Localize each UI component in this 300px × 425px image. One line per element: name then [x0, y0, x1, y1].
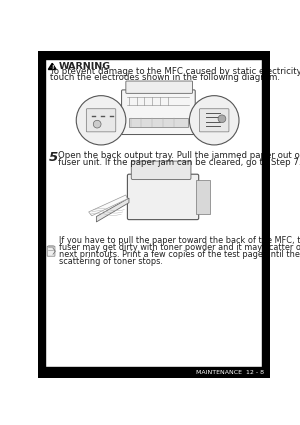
FancyBboxPatch shape	[122, 90, 195, 135]
Text: touch the electrodes shown in the following diagram.: touch the electrodes shown in the follow…	[50, 74, 280, 82]
Bar	[262, 51, 270, 378]
Text: MAINTENANCE  12 - 8: MAINTENANCE 12 - 8	[196, 370, 264, 375]
FancyBboxPatch shape	[128, 174, 199, 220]
Circle shape	[93, 120, 101, 128]
Circle shape	[76, 96, 126, 145]
Bar	[196, 180, 209, 214]
Circle shape	[218, 115, 226, 122]
Text: To prevent damage to the MFC caused by static electricity, do not: To prevent damage to the MFC caused by s…	[50, 67, 300, 76]
Polygon shape	[96, 198, 129, 222]
Text: WARNING: WARNING	[58, 62, 110, 71]
Text: Open the back output tray. Pull the jammed paper out of the: Open the back output tray. Pull the jamm…	[58, 151, 300, 160]
Polygon shape	[89, 195, 128, 216]
Bar	[38, 368, 270, 378]
Bar	[38, 51, 45, 378]
Text: !: !	[51, 65, 53, 70]
Text: 5: 5	[48, 151, 58, 164]
FancyBboxPatch shape	[200, 109, 229, 132]
Text: fuser may get dirty with toner powder and it may scatter on the: fuser may get dirty with toner powder an…	[59, 243, 300, 252]
FancyBboxPatch shape	[126, 81, 193, 94]
Circle shape	[189, 96, 239, 145]
Polygon shape	[48, 63, 56, 69]
Bar	[129, 118, 188, 127]
Text: fuser unit. If the paper jam can be cleared, go to Step 7.: fuser unit. If the paper jam can be clea…	[58, 158, 300, 167]
Bar	[38, 51, 270, 59]
Text: next printouts. Print a few copies of the test page until the: next printouts. Print a few copies of th…	[59, 249, 300, 259]
Text: scattering of toner stops.: scattering of toner stops.	[59, 257, 163, 266]
FancyBboxPatch shape	[86, 109, 116, 132]
FancyBboxPatch shape	[131, 161, 191, 180]
Text: If you have to pull the paper toward the back of the MFC, the: If you have to pull the paper toward the…	[59, 236, 300, 245]
FancyBboxPatch shape	[47, 246, 55, 256]
